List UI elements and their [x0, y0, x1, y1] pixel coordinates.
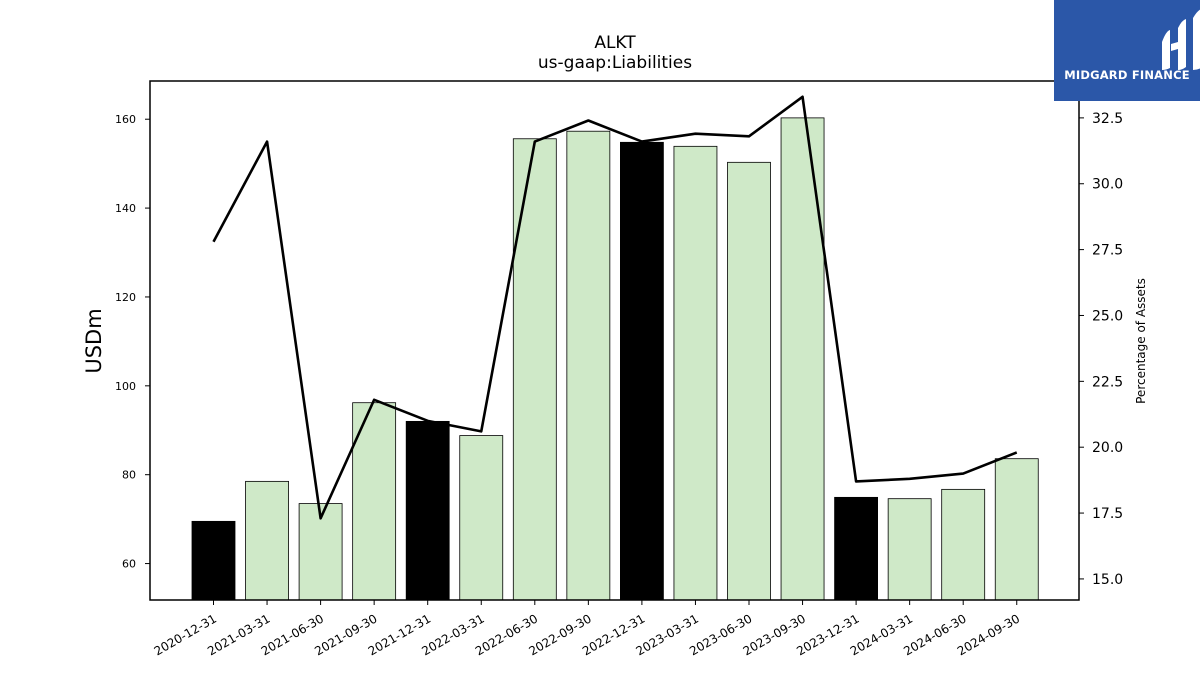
bar	[512, 138, 557, 601]
bar	[673, 145, 718, 601]
line-series	[212, 95, 1018, 520]
y-right-tick-label: 22.5	[1092, 374, 1123, 390]
bar	[834, 496, 878, 601]
bar	[941, 488, 986, 601]
y-right-tick-label: 30.0	[1092, 177, 1123, 193]
y-right-tick-label: 25.0	[1092, 308, 1123, 324]
bar	[994, 458, 1039, 601]
brand-logo: MIDGARD FINANCE	[1054, 0, 1200, 101]
y-tick-label: 80	[122, 469, 136, 482]
y-tick-label: 160	[115, 113, 136, 126]
y-tick-label: 120	[115, 291, 136, 304]
x-axis-ticks: 2020-12-312021-03-312021-06-302021-09-30…	[152, 600, 1022, 658]
y-right-tick-label: 17.5	[1092, 506, 1123, 522]
y-tick-label: 140	[115, 202, 136, 215]
logo-mark-icon	[1162, 9, 1200, 70]
y-right-tick-label: 27.5	[1092, 243, 1123, 259]
y-right-tick-label: 15.0	[1092, 572, 1123, 588]
bar	[566, 130, 611, 601]
bar	[352, 402, 397, 601]
y-right-tick-label: 32.5	[1092, 111, 1123, 127]
bar	[887, 498, 932, 601]
bar	[780, 117, 825, 601]
y-tick-label: 60	[122, 558, 136, 571]
chart-title: ALKT	[594, 33, 636, 53]
logo-text: MIDGARD FINANCE	[1064, 68, 1190, 82]
bar	[727, 161, 771, 601]
bar-layer	[191, 117, 1039, 601]
bar	[405, 420, 450, 601]
bar	[191, 520, 236, 601]
bar	[459, 435, 504, 601]
y-axis-label-right: Percentage of Assets	[1134, 278, 1148, 404]
bar	[298, 503, 343, 601]
y-tick-label: 100	[115, 380, 136, 393]
plot-frame	[149, 80, 1080, 601]
left-axis-ticks: 60 80 100 120 140 160	[115, 113, 150, 571]
y-right-tick-label: 20.0	[1092, 440, 1123, 456]
bar	[620, 141, 664, 601]
line-layer	[212, 95, 1018, 520]
right-axis-ticks: 15.0 17.5 20.0 22.5 25.0 27.5 30.0 32.5	[1079, 111, 1123, 588]
bar	[245, 480, 289, 601]
y-axis-label-left: USDm	[82, 308, 106, 373]
chart-subtitle: us-gaap:Liabilities	[538, 53, 692, 73]
